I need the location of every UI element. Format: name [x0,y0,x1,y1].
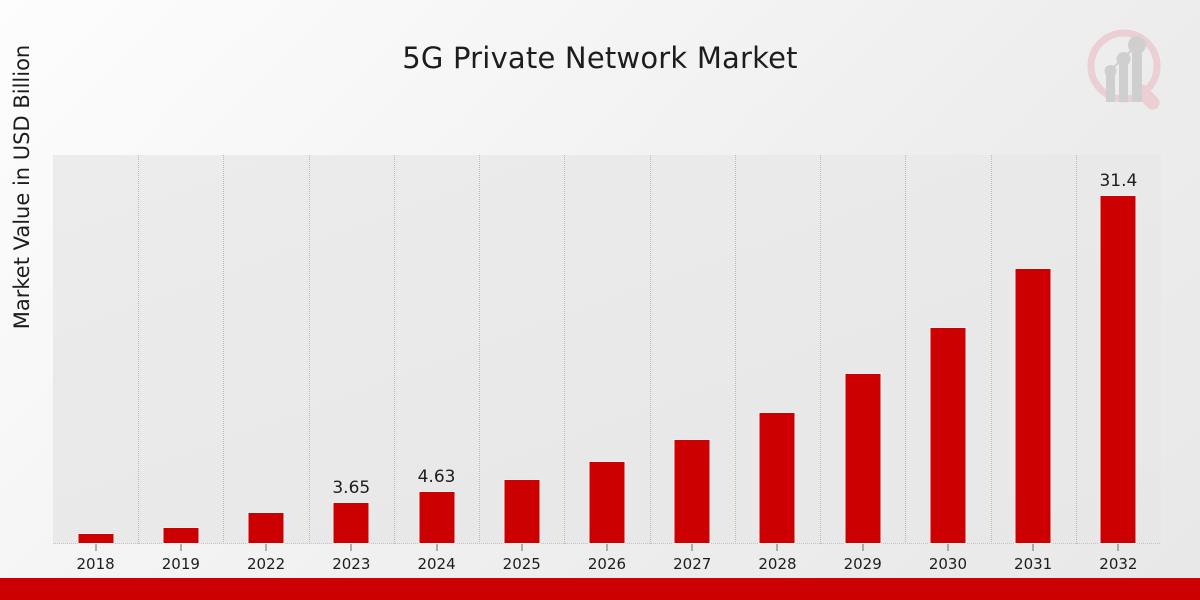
grid-line [479,155,481,544]
footer-bar [0,578,1200,600]
x-axis-tick-label: 2023 [332,555,371,573]
bar-group[interactable]: 3.65 2023 [309,155,394,573]
bar-group[interactable]: 2027 [650,155,735,573]
grid-line [564,155,566,544]
x-axis-tick [947,544,949,551]
x-axis-tick [691,544,693,551]
bar-value-label: 4.63 [417,466,456,487]
bar[interactable] [247,512,285,544]
x-axis-tick [436,544,438,551]
x-axis-tick-label: 2024 [417,555,456,573]
x-axis-tick-label: 2019 [161,555,200,573]
bar[interactable] [758,411,796,544]
x-axis-tick-label: 2029 [843,555,882,573]
x-axis-tick-label: 2028 [758,555,797,573]
bar[interactable] [673,439,711,544]
x-axis-tick-label: 2030 [928,555,967,573]
x-axis-tick [1117,544,1119,551]
bar[interactable] [77,532,115,544]
x-axis-tick [862,544,864,551]
bar[interactable] [332,501,370,544]
grid-line [905,155,907,544]
x-axis-tick [776,544,778,551]
x-axis-tick-label: 2031 [1014,555,1053,573]
grid-line [649,155,651,544]
grid-line [393,155,395,544]
bar-group[interactable]: 2029 [820,155,905,573]
plot-area: 2018 2019 2022 3.65 2023 4.63 2024 2025 2026 2027… [53,155,1161,573]
bar[interactable] [929,326,967,544]
x-axis-tick-label: 2026 [587,555,627,573]
bar-group[interactable]: 2031 [991,155,1076,573]
bar-group[interactable]: 2028 [735,155,820,573]
bar-group[interactable]: 4.63 2024 [394,155,479,573]
bar-value-label: 3.65 [332,477,371,498]
bar[interactable] [588,461,626,544]
bar-group[interactable]: 31.4 2032 [1076,155,1161,573]
x-axis-tick-label: 2018 [76,555,115,573]
bar[interactable] [503,479,541,544]
bar-value-label: 31.4 [1099,171,1138,191]
x-axis-tick [180,544,182,551]
x-axis-tick-label: 2027 [673,555,712,573]
bar[interactable] [162,527,200,544]
x-axis-tick-label: 2022 [246,555,286,573]
bar[interactable] [1014,267,1052,544]
grid-line [820,155,822,544]
x-axis-tick-label: 2025 [502,555,541,573]
bar[interactable] [418,490,456,544]
bar-group[interactable]: 2030 [905,155,990,573]
grid-line [308,155,310,544]
bar-group[interactable]: 2022 [223,155,308,573]
y-axis-title: Market Value in USD Billion [10,44,34,330]
grid-line [223,155,225,544]
bar[interactable] [1099,195,1137,544]
grid-line [734,155,736,544]
x-axis-tick-label: 2032 [1099,555,1138,573]
bar-group[interactable]: 2026 [564,155,649,573]
bar-group[interactable]: 2025 [479,155,564,573]
bar-group[interactable]: 2019 [138,155,223,573]
x-axis-tick [521,544,523,551]
x-axis-tick [606,544,608,551]
grid-line [1075,155,1077,544]
x-axis-tick [95,544,97,551]
x-axis-tick [265,544,267,551]
x-axis-tick [350,544,352,551]
bar[interactable] [844,372,882,544]
grid-line [138,155,140,544]
x-axis-tick [1032,544,1034,551]
bar-group[interactable]: 2018 [53,155,138,573]
page-title: 5G Private Network Market [402,41,798,75]
grid-line [990,155,992,544]
